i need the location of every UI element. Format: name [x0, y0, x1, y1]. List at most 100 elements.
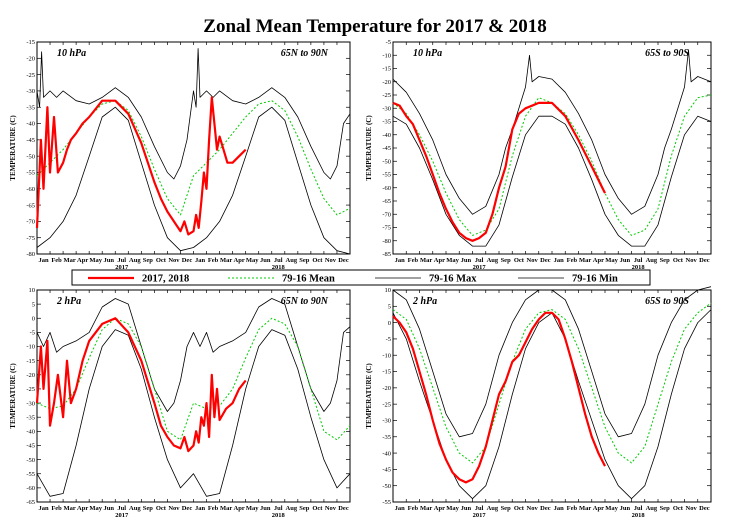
figure-title: Zonal Mean Temperature for 2017 & 2018: [203, 16, 546, 37]
month-label: Aug: [286, 257, 298, 264]
min-79-16-line: [36, 106, 351, 255]
month-label: Oct: [673, 505, 684, 512]
month-label: Jun: [620, 257, 631, 264]
month-label: Oct: [673, 257, 684, 264]
y-tick-label: -30: [26, 400, 35, 407]
month-label: Aug: [129, 505, 141, 512]
month-label: May: [446, 505, 459, 512]
mean-79-16-line: [36, 317, 351, 441]
latitude-band-label: 65S to 90S: [645, 296, 689, 307]
month-label: Mar: [420, 505, 432, 512]
month-label: Sep: [299, 257, 310, 264]
plot-frame: [36, 289, 351, 503]
y-tick-label: 0: [32, 315, 35, 322]
month-label: Apr: [593, 505, 604, 512]
max-79-16-line: [392, 286, 712, 438]
y-tick-label: -55: [26, 471, 35, 478]
min-79-16-line: [392, 309, 712, 500]
month-label: Oct: [156, 257, 167, 264]
month-label: Mar: [579, 505, 591, 512]
chart-panel-3: 10 5 0 -5 -10 -15 -20 -25 -30 -35 -40 -45 -50 -55 -60 -…: [9, 287, 351, 519]
month-label: Dec: [338, 505, 349, 512]
y-tick-label: -5: [386, 39, 391, 46]
year-label: 2017: [115, 264, 129, 271]
y-tick-label: -35: [382, 119, 391, 126]
pressure-level-label: 10 hPa: [413, 48, 442, 59]
chart-panel-1: -15 -20 -25 -30 -35 -40 -45 -50 -55 -60 -65 -70 -75 -…: [9, 39, 351, 271]
year-label: 2017: [473, 512, 487, 519]
legend-label: 2017, 2018: [142, 274, 189, 285]
y-tick-label: -55: [26, 170, 35, 177]
month-label: Oct: [312, 505, 323, 512]
y-tick-label: -75: [26, 235, 35, 242]
y-tick-label: -40: [26, 429, 35, 436]
min-79-16-line: [36, 329, 351, 497]
pressure-level-label: 10 hPa: [57, 48, 86, 59]
y-tick-label: -45: [26, 137, 35, 144]
y-tick-label: -15: [26, 358, 35, 365]
month-label: Dec: [699, 505, 710, 512]
month-label: Dec: [338, 257, 349, 264]
month-label: Mar: [420, 257, 432, 264]
year-label: 2018: [272, 264, 286, 271]
month-label: Jan: [195, 505, 206, 512]
month-label: Dec: [182, 505, 193, 512]
observed-2017-2018-line: [392, 311, 606, 484]
month-label: Aug: [487, 257, 499, 264]
y-tick-label: -60: [382, 185, 391, 192]
y-tick-label: -15: [26, 39, 35, 46]
year-label: 2018: [632, 264, 646, 271]
pressure-level-label: 2 hPa: [56, 296, 81, 307]
month-label: Aug: [646, 505, 658, 512]
month-label: May: [446, 257, 459, 264]
month-label: Nov: [686, 257, 698, 264]
month-label: Jan: [38, 505, 49, 512]
y-tick-label: -20: [26, 56, 35, 63]
month-label: Jul: [634, 505, 643, 512]
latitude-band-label: 65N to 90N: [281, 48, 329, 59]
month-label: May: [246, 257, 259, 264]
month-label: May: [89, 257, 102, 264]
y-axis-label: TEMPERATURE (C): [9, 363, 17, 429]
month-label: Jul: [475, 505, 484, 512]
month-label: Jun: [461, 257, 472, 264]
legend-box: [71, 269, 651, 286]
month-label: Jul: [634, 257, 643, 264]
month-label: Jun: [620, 505, 631, 512]
month-label: Nov: [527, 257, 539, 264]
month-label: Aug: [646, 257, 658, 264]
month-label: Mar: [220, 257, 232, 264]
month-label: Jul: [117, 257, 126, 264]
month-label: Oct: [514, 505, 525, 512]
y-tick-label: -20: [382, 79, 391, 86]
month-label: Jun: [103, 505, 114, 512]
max-79-16-line: [36, 298, 351, 412]
y-tick-label: -60: [26, 485, 35, 492]
month-label: Apr: [77, 505, 88, 512]
month-label: Oct: [156, 505, 167, 512]
y-tick-label: -80: [382, 238, 391, 245]
y-tick-label: -30: [382, 105, 391, 112]
chart-panels: -15-20-25-30-35-40-45-50-55-60-65-70-75-…: [9, 39, 712, 519]
year-label: 2017: [115, 512, 129, 519]
max-79-16-line: [392, 49, 712, 215]
month-label: May: [605, 505, 618, 512]
year-label: 2018: [632, 512, 646, 519]
month-label: Jan: [38, 257, 49, 264]
y-tick-label: -10: [26, 344, 35, 351]
y-tick-label: -35: [26, 414, 35, 421]
month-label: Feb: [208, 505, 219, 512]
month-label: Aug: [286, 505, 298, 512]
y-tick-label: -30: [382, 418, 391, 425]
mean-79-16-line: [36, 100, 351, 216]
y-axis-label: TEMPERATURE (C): [365, 363, 373, 429]
legend-label: 79-16 Max: [429, 274, 477, 285]
y-tick-label: -20: [26, 372, 35, 379]
y-tick-label: -35: [26, 104, 35, 111]
month-label: Sep: [143, 257, 154, 264]
y-tick-label: -25: [26, 386, 35, 393]
y-tick-label: -30: [26, 88, 35, 95]
legend-label: 79-16 Min: [572, 274, 618, 285]
